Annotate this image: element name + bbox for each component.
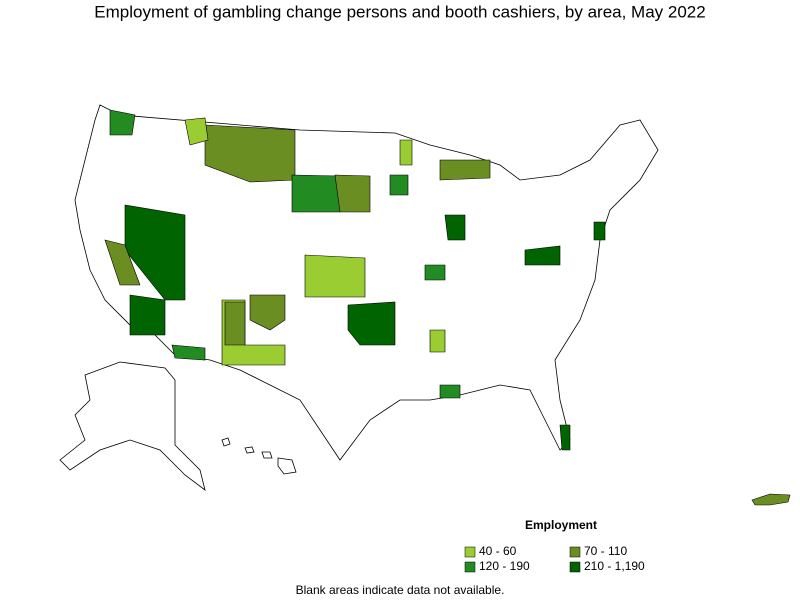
legend-label: 40 - 60	[479, 544, 517, 558]
area	[304, 254, 366, 298]
area	[347, 301, 396, 346]
area	[524, 245, 561, 266]
legend-swatch	[569, 546, 581, 558]
area	[249, 294, 286, 331]
area	[184, 117, 209, 146]
area	[171, 344, 206, 361]
area	[439, 159, 491, 181]
island	[244, 446, 255, 454]
area	[334, 174, 371, 213]
legend-title: Employment	[525, 518, 597, 532]
area	[224, 301, 246, 346]
area	[559, 424, 571, 451]
legend-label: 210 - 1,190	[584, 559, 645, 573]
area	[751, 493, 791, 506]
legend-label: 70 - 110	[584, 544, 627, 558]
area	[204, 124, 296, 183]
area	[129, 294, 166, 336]
area	[444, 214, 466, 241]
legend-swatch	[464, 561, 476, 573]
area	[291, 174, 341, 213]
note: Blank areas indicate data not available.	[296, 583, 505, 597]
title: Employment of gambling change persons an…	[94, 2, 705, 21]
area	[124, 204, 186, 301]
area	[389, 174, 409, 196]
island	[261, 451, 273, 459]
legend-label: 120 - 190	[479, 559, 530, 573]
area	[109, 109, 136, 136]
alaska	[59, 361, 206, 491]
legend-swatch	[569, 561, 581, 573]
map	[59, 104, 791, 506]
area	[424, 264, 446, 281]
area	[593, 221, 606, 241]
legend-swatch	[464, 546, 476, 558]
island	[277, 457, 297, 475]
area	[399, 139, 413, 166]
legend: Employment 40 - 60 70 - 110 120 - 190 210 -…	[464, 518, 645, 573]
hawaii	[221, 437, 297, 475]
island	[221, 437, 231, 447]
area	[439, 384, 461, 399]
area	[104, 239, 141, 286]
area	[429, 329, 446, 353]
